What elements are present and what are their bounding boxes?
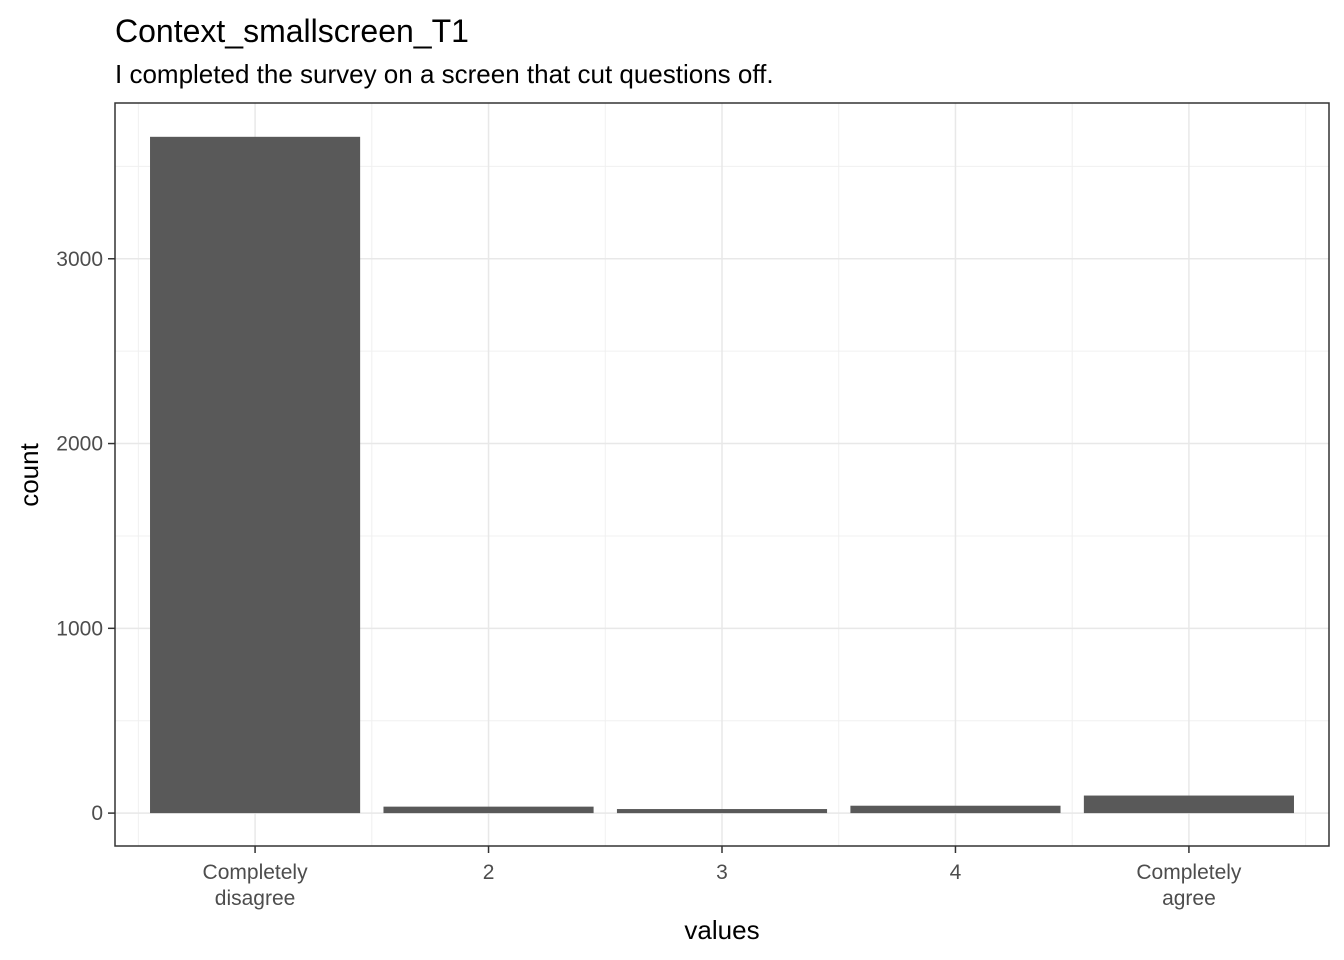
- x-tick-label: 4: [950, 861, 962, 884]
- y-tick-label: 0: [91, 802, 103, 825]
- y-tick-label: 3000: [56, 248, 103, 271]
- bars: [150, 136, 1294, 814]
- y-axis: 0 1000 2000 3000: [56, 248, 115, 825]
- x-axis-title: values: [684, 915, 759, 945]
- x-tick-label: 3: [716, 861, 728, 884]
- bar: [150, 136, 361, 814]
- plot-panel: [114, 102, 1330, 847]
- y-tick-label: 2000: [56, 433, 103, 456]
- chart-subtitle: I completed the survey on a screen that …: [115, 59, 774, 89]
- bar: [383, 806, 594, 814]
- y-tick-label: 1000: [56, 617, 103, 640]
- bar: [1083, 795, 1294, 814]
- x-tick-label: Completely disagree: [203, 861, 309, 910]
- bar: [850, 805, 1061, 814]
- y-axis-title: count: [14, 442, 44, 506]
- x-tick-label: Completely agree: [1136, 861, 1242, 910]
- bar: [616, 809, 828, 814]
- chart-title: Context_smallscreen_T1: [115, 13, 469, 49]
- x-tick-label: 2: [483, 861, 495, 884]
- x-axis: Completely disagree 2 3 4 Completely agree: [203, 846, 1242, 910]
